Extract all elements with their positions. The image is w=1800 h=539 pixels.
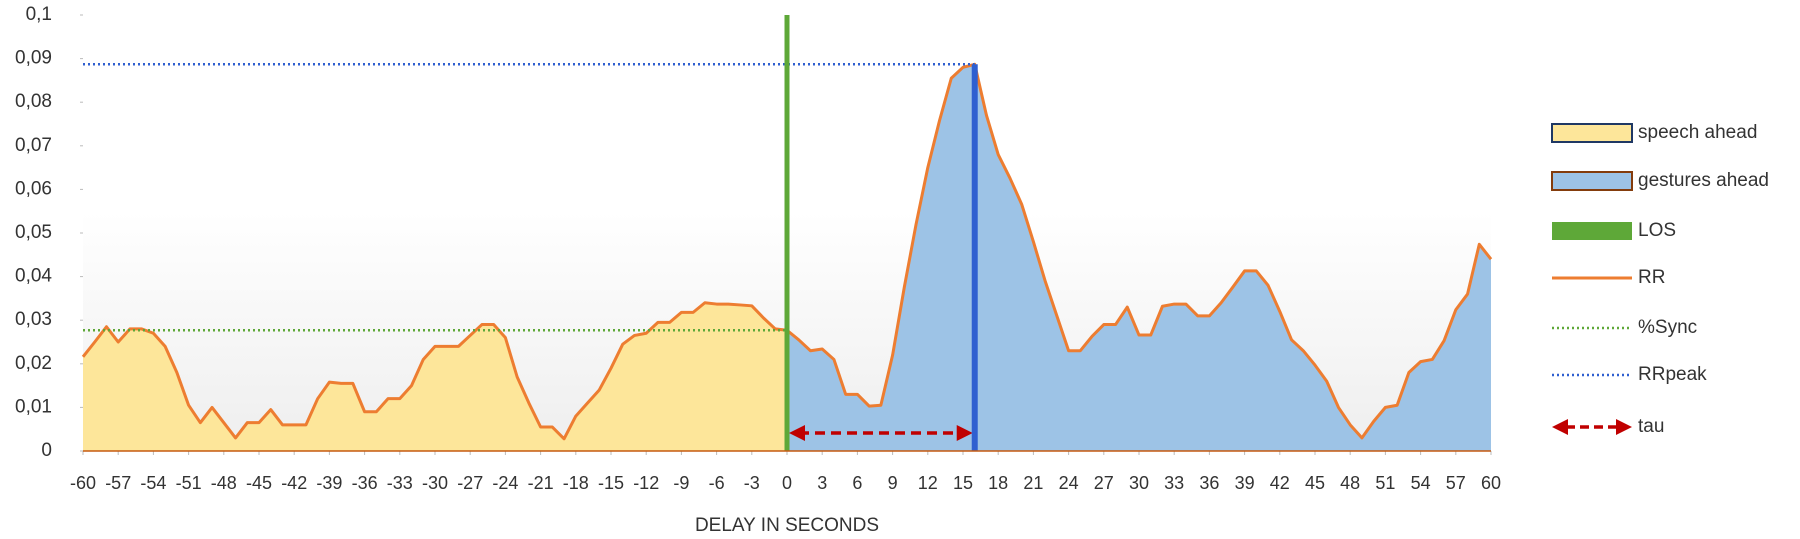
y-tick-label: 0,02 bbox=[15, 353, 52, 374]
x-tick-label: -36 bbox=[352, 473, 378, 493]
x-tick-label: 21 bbox=[1023, 473, 1043, 493]
x-axis-label: DELAY IN SECONDS bbox=[695, 515, 879, 536]
x-tick-label: 36 bbox=[1199, 473, 1219, 493]
area bbox=[787, 64, 1491, 451]
x-tick-label: 60 bbox=[1481, 473, 1501, 493]
x-tick-label: -48 bbox=[211, 473, 237, 493]
legend-swatch bbox=[1551, 171, 1633, 191]
legend-label: RR bbox=[1638, 267, 1665, 288]
legend-label: %Sync bbox=[1638, 317, 1697, 338]
legend-swatch bbox=[1616, 419, 1632, 435]
x-tick-label: -33 bbox=[387, 473, 413, 493]
x-tick-label: 9 bbox=[888, 473, 898, 493]
tau-arrow-part bbox=[789, 425, 805, 441]
x-tick-label: 12 bbox=[918, 473, 938, 493]
x-tick-label: -51 bbox=[176, 473, 202, 493]
x-tick-label: -60 bbox=[70, 473, 96, 493]
x-tick-label: -39 bbox=[316, 473, 342, 493]
y-tick-label: 0,1 bbox=[26, 4, 52, 25]
x-tick-label: -24 bbox=[492, 473, 518, 493]
x-tick-label: -21 bbox=[528, 473, 554, 493]
x-tick-label: -27 bbox=[457, 473, 483, 493]
y-tick-label: 0,08 bbox=[15, 91, 52, 112]
area bbox=[83, 302, 787, 451]
x-tick-label: -12 bbox=[633, 473, 659, 493]
tau-arrow bbox=[789, 425, 973, 441]
x-tick-label: -57 bbox=[105, 473, 131, 493]
x-tick-label: 27 bbox=[1094, 473, 1114, 493]
y-tick-label: 0,05 bbox=[15, 222, 52, 243]
x-tick-label: 45 bbox=[1305, 473, 1325, 493]
tau-arrow-part bbox=[956, 425, 973, 441]
legend-label: RRpeak bbox=[1638, 364, 1707, 385]
y-tick-label: 0,04 bbox=[15, 266, 52, 287]
x-tick-label: -18 bbox=[563, 473, 589, 493]
x-tick-label: -6 bbox=[709, 473, 725, 493]
x-tick-label: -30 bbox=[422, 473, 448, 493]
y-tick-label: 0,07 bbox=[15, 135, 52, 156]
y-tick-label: 0,06 bbox=[15, 178, 52, 199]
x-tick-label: 39 bbox=[1235, 473, 1255, 493]
y-tick-label: 0,03 bbox=[15, 309, 52, 330]
legend-label: gestures ahead bbox=[1638, 170, 1769, 191]
x-tick-label: -42 bbox=[281, 473, 307, 493]
x-tick-label: 15 bbox=[953, 473, 973, 493]
legend-label: tau bbox=[1638, 416, 1664, 437]
x-tick-label: -9 bbox=[673, 473, 689, 493]
y-tick-label: 0,09 bbox=[15, 48, 52, 69]
x-tick-label: -54 bbox=[140, 473, 166, 493]
x-tick-label: 51 bbox=[1375, 473, 1395, 493]
legend-label: speech ahead bbox=[1638, 122, 1757, 143]
x-tick-label: 30 bbox=[1129, 473, 1149, 493]
legend-swatch bbox=[1552, 419, 1568, 435]
x-tick-label: -3 bbox=[744, 473, 760, 493]
x-tick-label: 57 bbox=[1446, 473, 1466, 493]
x-tick-label: -15 bbox=[598, 473, 624, 493]
legend-swatch bbox=[1551, 123, 1633, 143]
y-tick-label: 0 bbox=[41, 440, 52, 461]
x-tick-label: 33 bbox=[1164, 473, 1184, 493]
x-tick-label: 48 bbox=[1340, 473, 1360, 493]
x-tick-label: 3 bbox=[817, 473, 827, 493]
y-tick-label: 0,01 bbox=[15, 396, 52, 417]
x-tick-label: 0 bbox=[782, 473, 792, 493]
x-tick-label: 54 bbox=[1411, 473, 1431, 493]
x-tick-label: 6 bbox=[852, 473, 862, 493]
x-tick-label: 18 bbox=[988, 473, 1008, 493]
x-tick-label: 42 bbox=[1270, 473, 1290, 493]
x-tick-label: 24 bbox=[1059, 473, 1079, 493]
x-tick-label: -45 bbox=[246, 473, 272, 493]
legend-swatch bbox=[1552, 222, 1632, 240]
legend-label: LOS bbox=[1638, 220, 1676, 241]
